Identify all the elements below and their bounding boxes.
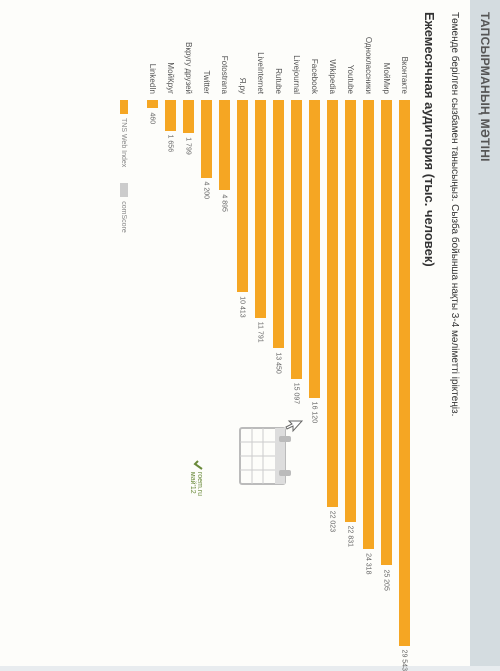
bar-value: 11 791 (257, 322, 264, 343)
bar-value: 460 (149, 112, 156, 124)
bar-track: 4 200 (201, 100, 212, 654)
bar-track: 460 (147, 100, 158, 654)
bar-label: Одноклассники (364, 12, 373, 100)
bar-label: Вконтакте (400, 12, 409, 100)
legend-label: TNS Web Index (121, 118, 128, 167)
bar-value: 4 895 (221, 194, 228, 212)
bar-fill: 13 450 (273, 100, 284, 348)
legend-swatch (120, 183, 128, 197)
bar-label: Twitter (202, 12, 211, 100)
bar-row: Fotostrana4 895 (217, 12, 232, 654)
chart-title: Ежемесячная аудитория (тыс. человек) (422, 12, 437, 654)
legend-swatch (120, 100, 128, 114)
cursor-icon (280, 420, 303, 434)
bar-fill: 25 205 (381, 100, 392, 565)
header-title: ТАПСЫРМАНЫҢ МӘТІНІ (478, 12, 492, 162)
bar-row: Rutube13 450 (271, 12, 286, 654)
bar-label: Facebook (310, 12, 319, 100)
bar-track: 15 097 (291, 100, 302, 654)
legend-item: comScore (120, 183, 128, 233)
bar-row: Wikipedia22 023 (325, 12, 340, 654)
bar-value: 24 318 (365, 553, 372, 574)
bar-row: МойМир25 205 (379, 12, 394, 654)
bar-row: Twitter4 200 (199, 12, 214, 654)
bar-label: МойМир (382, 12, 391, 100)
bar-track: 25 205 (381, 100, 392, 654)
bar-row: Livejournal15 097 (289, 12, 304, 654)
bar-track: 13 450 (273, 100, 284, 654)
bar-fill: 4 200 (201, 100, 212, 178)
bar-track: 11 791 (255, 100, 266, 654)
bar-label: Livejournal (292, 12, 301, 100)
legend-item: TNS Web Index (120, 100, 128, 167)
bar-value: 13 450 (275, 352, 282, 373)
bar-label: Wikipedia (328, 12, 337, 100)
bar-value: 16 120 (311, 402, 318, 423)
chart-area: Ежемесячная аудитория (тыс. человек) Вко… (136, 0, 443, 666)
bar-track: 22 023 (327, 100, 338, 654)
bar-track: 4 895 (219, 100, 230, 654)
bar-row: МойКруг1 656 (163, 12, 178, 654)
bar-track: 1 799 (183, 100, 194, 654)
bar-fill: 460 (147, 100, 158, 108)
bar-label: МойКруг (166, 12, 175, 100)
bar-value: 22 023 (329, 511, 336, 532)
bar-row: Я.ру10 413 (235, 12, 250, 654)
bar-row: LiveInternet11 791 (253, 12, 268, 654)
bar-row: Facebook16 120 (307, 12, 322, 654)
bar-fill: 10 413 (237, 100, 248, 292)
source-mark: roem.ru май'12 (189, 460, 203, 496)
bar-value: 10 413 (239, 296, 246, 317)
bar-value: 4 200 (203, 182, 210, 200)
bar-fill: 29 543 (399, 100, 410, 646)
bar-value: 22 831 (347, 526, 354, 547)
bar-value: 29 543 (401, 650, 408, 671)
task-header: ТАПСЫРМАНЫҢ МӘТІНІ (470, 0, 500, 666)
page-container: ТАПСЫРМАНЫҢ МӘТІНІ Төменде берілген сызб… (0, 0, 500, 666)
bar-track: 29 543 (399, 100, 410, 654)
bar-fill: 1 799 (183, 100, 194, 133)
bar-label: LiveInternet (256, 12, 265, 100)
instruction-text: Төменде берілген сызбамен танысыңыз. Сыз… (443, 0, 470, 666)
bar-row: Youtube22 831 (343, 12, 358, 654)
bar-fill: 11 791 (255, 100, 266, 318)
bar-fill: 1 656 (165, 100, 176, 131)
bar-value: 15 097 (293, 383, 300, 404)
bar-track: 16 120 (309, 100, 320, 654)
calendar-icon (238, 426, 293, 486)
bar-fill: 24 318 (363, 100, 374, 549)
bar-row: Вкругу друзей1 799 (181, 12, 196, 654)
source-text: roem.ru май'12 (189, 472, 203, 496)
bar-fill: 22 023 (327, 100, 338, 507)
bar-row: Одноклассники24 318 (361, 12, 376, 654)
bar-label: Fotostrana (220, 12, 229, 100)
bar-fill: 4 895 (219, 100, 230, 190)
bar-label: Youtube (346, 12, 355, 100)
bar-track: 1 656 (165, 100, 176, 654)
bar-label: Я.ру (238, 12, 247, 100)
bar-fill: 16 120 (309, 100, 320, 398)
bar-value: 1 799 (185, 137, 192, 155)
bar-row: Вконтакте29 543 (397, 12, 412, 654)
legend-label: comScore (121, 201, 128, 233)
bar-value: 1 656 (167, 135, 174, 153)
bar-label: Rutube (274, 12, 283, 100)
bar-row: LinkedIn460 (145, 12, 160, 654)
bar-track: 22 831 (345, 100, 356, 654)
bar-track: 24 318 (363, 100, 374, 654)
bar-chart: Вконтакте29 543МойМир25 205Одноклассники… (145, 12, 412, 654)
bar-fill: 22 831 (345, 100, 356, 522)
bar-fill: 15 097 (291, 100, 302, 379)
legend: TNS Web Index comScore (120, 0, 136, 666)
bar-value: 25 205 (383, 569, 390, 590)
bar-label: LinkedIn (148, 12, 157, 100)
bar-label: Вкругу друзей (184, 12, 193, 100)
bar-track: 10 413 (237, 100, 248, 654)
